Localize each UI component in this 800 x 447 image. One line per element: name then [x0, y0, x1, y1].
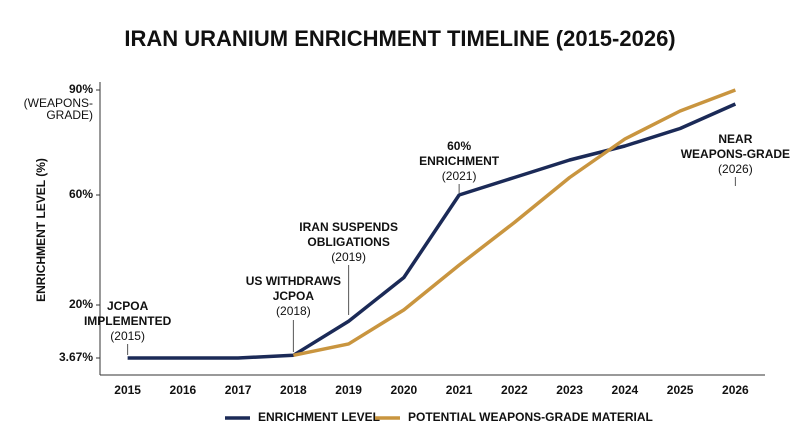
series-line: [127, 102, 737, 360]
x-tick-label: 2019: [335, 383, 362, 397]
x-tick-label: 2020: [391, 383, 418, 397]
x-tick-label: 2026: [722, 383, 749, 397]
annotation-text: JCPOA: [107, 299, 149, 313]
x-tick-label: 2018: [280, 383, 307, 397]
chart-title: IRAN URANIUM ENRICHMENT TIMELINE (2015-2…: [124, 26, 675, 51]
annotation-year: (2015): [110, 329, 145, 343]
annotation-text: NEAR: [718, 132, 752, 146]
x-tick-label: 2024: [612, 383, 639, 397]
x-tick-label: 2021: [446, 383, 473, 397]
annotation-text: OBLIGATIONS: [307, 235, 389, 249]
annotation-text: IMPLEMENTED: [84, 314, 172, 328]
x-tick-label: 2016: [170, 383, 197, 397]
y-tick-label: 3.67%: [59, 350, 93, 364]
x-tick-label: 2022: [501, 383, 528, 397]
y-tick-label: 60%: [69, 187, 93, 201]
annotation-text: JCPOA: [273, 289, 315, 303]
annotation-text: WEAPONS-GRADE: [681, 147, 790, 161]
x-tick-label: 2025: [667, 383, 694, 397]
legend-label: ENRICHMENT LEVEL: [258, 410, 380, 424]
annotation-year: (2019): [331, 250, 366, 264]
series-line: [293, 88, 736, 358]
y-tick-label: 90%: [69, 82, 93, 96]
y-axis-label: ENRICHMENT LEVEL (%): [34, 158, 48, 302]
y-tick-note: GRADE): [46, 108, 93, 122]
annotation-year: (2018): [276, 304, 311, 318]
legend-label: POTENTIAL WEAPONS-GRADE MATERIAL: [408, 410, 653, 424]
annotation-year: (2021): [442, 169, 477, 183]
x-tick-label: 2017: [225, 383, 252, 397]
annotation-text: 60%: [447, 139, 471, 153]
annotation-text: IRAN SUSPENDS: [299, 220, 398, 234]
y-tick-label: 20%: [69, 297, 93, 311]
annotation-year: (2026): [718, 162, 753, 176]
annotation-text: US WITHDRAWS: [246, 274, 341, 288]
x-tick-label: 2015: [114, 383, 141, 397]
x-tick-label: 2023: [556, 383, 583, 397]
annotation-text: ENRICHMENT: [419, 154, 500, 168]
y-tick-note: (WEAPONS-: [24, 96, 93, 110]
